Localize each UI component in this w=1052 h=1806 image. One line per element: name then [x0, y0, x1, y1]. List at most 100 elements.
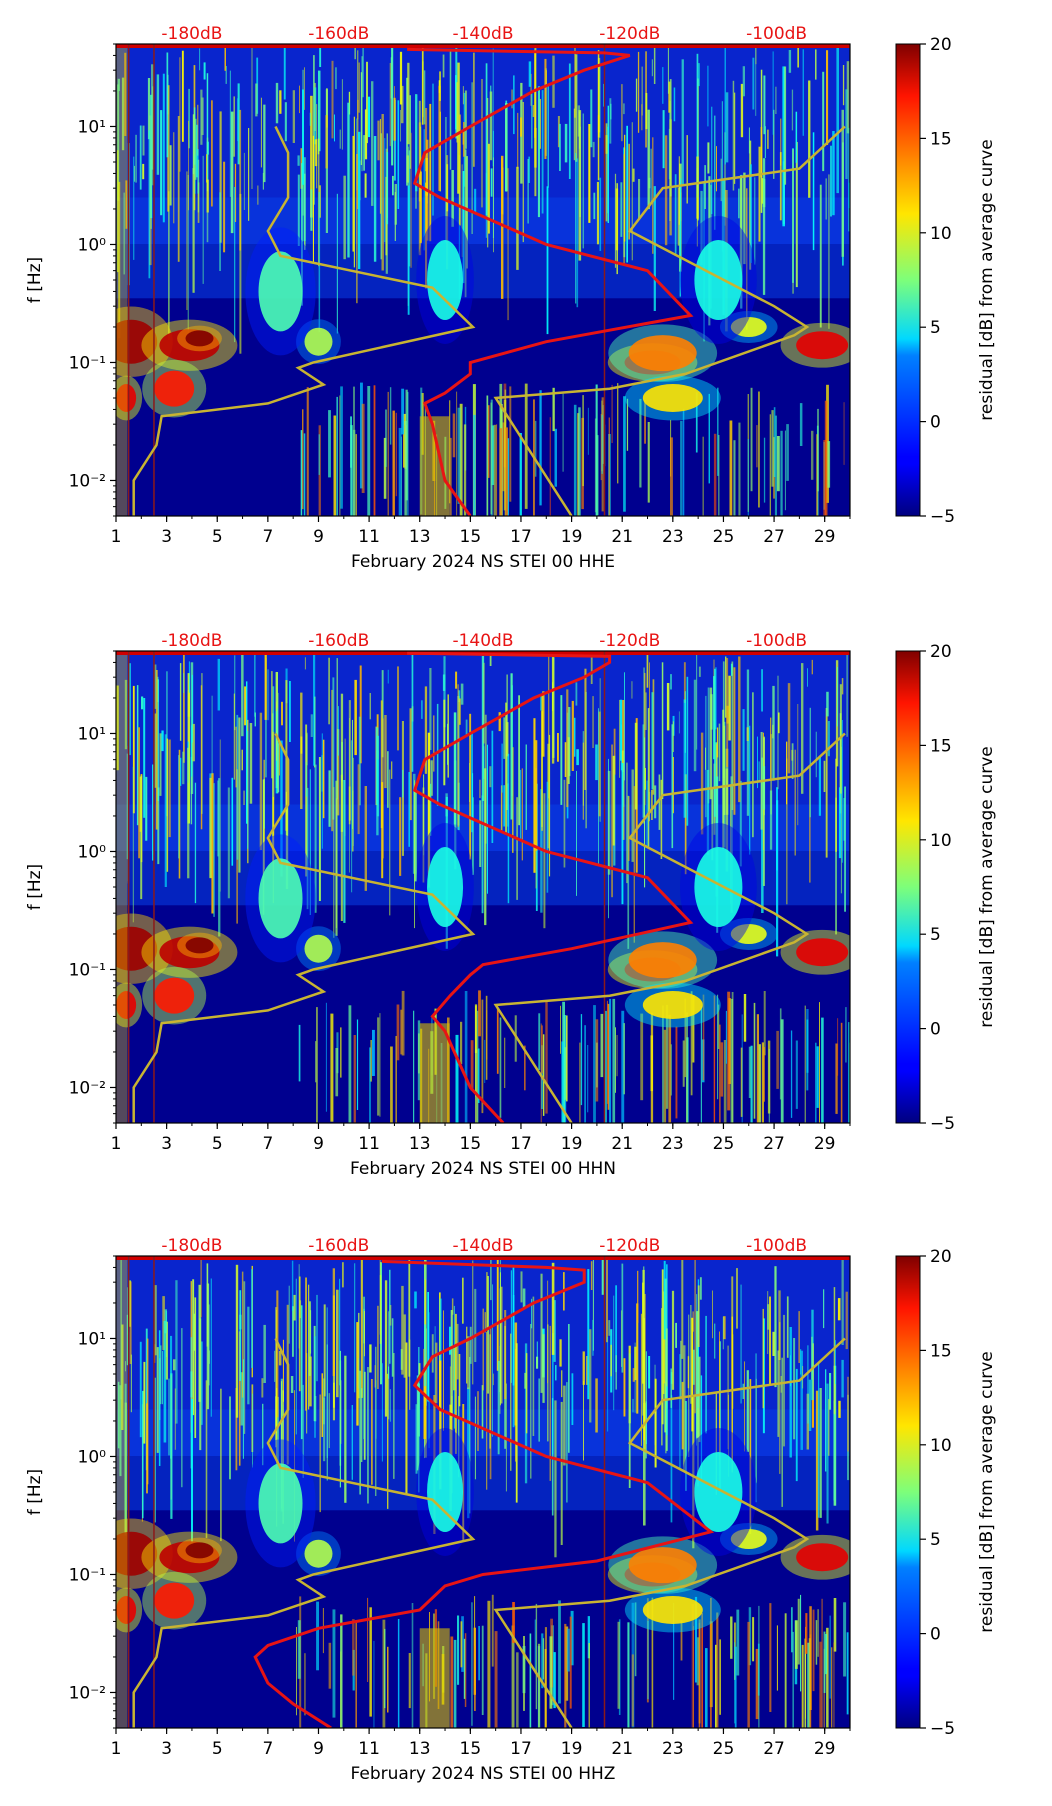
spectrogram-streak	[784, 430, 786, 511]
spectrogram-streak	[230, 111, 234, 234]
x-tick-label: 23	[662, 1739, 684, 1759]
spectrogram-streak	[579, 126, 581, 217]
spectrogram-streak	[357, 764, 360, 835]
y-tick-label: 10⁻²	[69, 471, 106, 491]
spectrogram-streak	[373, 1640, 375, 1728]
spectrogram-streak	[364, 173, 367, 198]
spectrogram-streak	[352, 429, 356, 516]
spectrogram-streak	[561, 1041, 565, 1123]
spectrogram-streak	[764, 126, 766, 158]
spectrogram-streak	[846, 61, 850, 134]
spectrogram-streak	[387, 391, 389, 516]
spectrogram-streak	[673, 87, 676, 122]
spectrogram-streak	[763, 75, 766, 135]
spectrogram-streak	[554, 428, 557, 487]
spectrogram-streak	[277, 692, 279, 794]
spectrogram-streak	[410, 132, 412, 268]
spectrogram-streak	[575, 54, 578, 162]
spectrogram-streak	[761, 669, 763, 712]
x-tick-label: 7	[262, 1134, 273, 1154]
spectrogram-streak	[514, 1015, 517, 1062]
spectrogram-streak	[840, 746, 842, 894]
spectrogram-streak	[496, 424, 498, 516]
spectrogram-streak	[128, 1280, 131, 1327]
spectrogram-streak	[206, 179, 209, 213]
spectrogram-streak	[596, 181, 599, 245]
spectrogram-streak	[758, 146, 761, 242]
spectrogram-streak	[382, 1619, 386, 1728]
spectrogram-streak	[736, 1268, 738, 1329]
x-tick-label: 15	[460, 1739, 482, 1759]
spectrogram-streak	[213, 783, 215, 917]
spectrogram-streak	[667, 47, 669, 94]
spectrogram-streak	[713, 995, 716, 1123]
spectrogram-streak	[424, 686, 428, 774]
spectrogram-streak	[237, 98, 239, 142]
x-tick-label: 1	[111, 527, 122, 547]
spectrogram-streak	[672, 757, 674, 814]
low-noise-model-curve	[132, 125, 476, 516]
spectrogram-streak	[507, 168, 509, 321]
spectrogram-streak	[830, 145, 832, 217]
spectrogram-streak	[797, 704, 799, 826]
spectrogram-streak	[598, 708, 599, 865]
noise-blob	[796, 1543, 849, 1572]
spectrogram-streak	[719, 1331, 720, 1465]
spectrogram-streak	[677, 187, 680, 246]
spectrogram-streak	[430, 760, 433, 796]
spectrogram-streak	[620, 699, 623, 761]
spectrogram-streak	[592, 141, 595, 158]
spectrogram-streak	[631, 769, 634, 862]
spectrogram-streak	[651, 1597, 654, 1728]
spectrogram-streak	[795, 142, 798, 288]
spectrogram-streak	[260, 97, 262, 168]
spectrogram-streak	[358, 62, 360, 113]
spectrogram-streak	[592, 1259, 594, 1351]
spectrogram-streak	[302, 1384, 304, 1478]
spectrogram-streak	[835, 758, 837, 852]
spectrogram-streak	[564, 742, 567, 777]
spectrogram-streak	[672, 721, 674, 752]
spectrogram-streak	[775, 86, 777, 114]
spectrogram-streak	[795, 1040, 798, 1109]
colorbar: −5 0 5 10 15 20 residual [dB] from average cur…	[895, 1247, 997, 1739]
spectrogram-streak	[401, 85, 404, 124]
spectrogram-streak	[823, 440, 827, 516]
spectrogram-streak	[136, 685, 139, 826]
spectrogram-streak	[789, 1327, 792, 1458]
db-axis-label: -120dB	[599, 24, 660, 44]
spectrogram-streak	[638, 179, 641, 219]
spectrogram-streak	[671, 1290, 675, 1390]
spectrogram-streak	[734, 1646, 737, 1728]
spectrogram-streak	[344, 1355, 347, 1503]
spectrogram-streak	[739, 780, 742, 867]
spectrogram-streak	[736, 1609, 740, 1676]
spectrogram-streak	[493, 424, 497, 516]
spectrogram-streak	[807, 668, 808, 687]
spectrogram-streak	[829, 1615, 831, 1699]
spectrogram-streak	[463, 424, 467, 516]
spectrogram-streak	[791, 743, 794, 779]
spectrogram-streak	[755, 1378, 757, 1483]
spectrogram-streak	[793, 1338, 796, 1440]
spectrogram-streak	[507, 753, 510, 904]
spectrogram-streak	[738, 188, 740, 219]
spectrogram-streak	[537, 86, 540, 218]
spectrogram-streak	[425, 157, 428, 196]
spectrogram-streak	[138, 727, 140, 859]
spectrogram-streak	[564, 1623, 567, 1728]
spectrogram-streak	[632, 1368, 635, 1382]
spectrogram-streak	[696, 1311, 699, 1438]
spectrogram-streak	[385, 176, 388, 256]
spectrogram-streak	[749, 725, 751, 855]
spectrogram-streak	[616, 183, 618, 275]
spectrogram-streak	[763, 1047, 765, 1102]
spectrogram-streak	[486, 1332, 488, 1490]
spectrogram-streak	[461, 164, 463, 258]
spectrogram-streak	[542, 691, 545, 757]
colorbar-tick-label: 20	[930, 35, 952, 55]
spectrogram-streak	[456, 391, 458, 516]
spectrogram-streak	[503, 785, 505, 827]
spectrogram-streak	[264, 653, 267, 720]
